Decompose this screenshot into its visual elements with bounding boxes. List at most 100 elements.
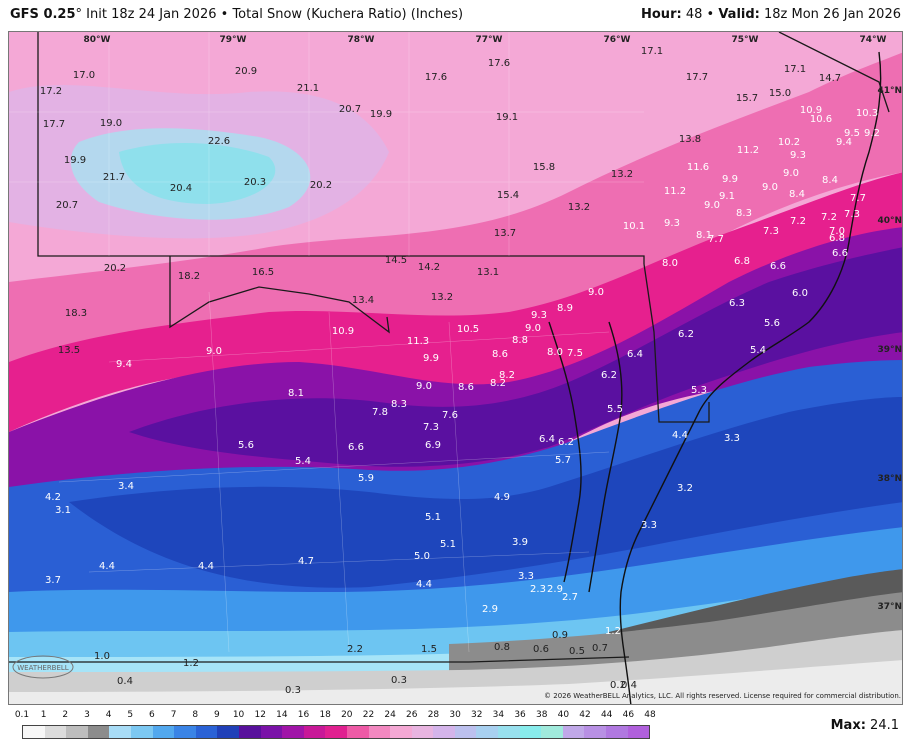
snow-value-label: 9.0 xyxy=(783,168,799,179)
longitude-label: 77°W xyxy=(476,35,503,45)
legend-swatch xyxy=(498,726,520,738)
snow-value-label: 7.7 xyxy=(708,234,724,245)
snow-band-mid-blue xyxy=(9,527,902,654)
snow-value-label: 4.9 xyxy=(494,492,510,503)
snow-value-label: 10.9 xyxy=(332,326,354,337)
legend-swatch xyxy=(87,726,110,738)
longitude-label: 80°W xyxy=(84,35,111,45)
legend-tick-label: 36 xyxy=(514,710,526,720)
snow-value-label: 19.9 xyxy=(64,155,86,166)
snow-value-label: 14.2 xyxy=(418,262,440,273)
snow-value-label: 17.6 xyxy=(488,58,510,69)
chesapeake-west xyxy=(548,321,582,583)
snow-value-label: 0.6 xyxy=(533,644,549,655)
snow-value-label: 0.4 xyxy=(621,680,637,691)
snow-band-deep-blue xyxy=(69,397,902,588)
snow-value-label: 1.2 xyxy=(183,658,199,669)
longitude-label: 78°W xyxy=(348,35,375,45)
snow-value-label: 8.0 xyxy=(547,347,563,358)
wv-md-border xyxy=(169,256,390,334)
snow-value-label: 15.4 xyxy=(497,190,519,201)
snow-value-label: 13.2 xyxy=(611,169,633,180)
legend-tick-label: 32 xyxy=(471,710,483,720)
snow-value-label: 1.2 xyxy=(605,626,621,637)
snow-value-label: 7.3 xyxy=(763,226,779,237)
snow-band-gray xyxy=(449,592,902,674)
legend-swatch xyxy=(346,726,369,738)
legend-color-bar xyxy=(22,725,650,739)
snow-value-label: 9.0 xyxy=(704,200,720,211)
snow-value-label: 3.3 xyxy=(641,520,657,531)
snow-value-label: 10.3 xyxy=(856,108,878,119)
snow-value-label: 2.9 xyxy=(482,604,498,615)
legend-tick-label: 5 xyxy=(127,710,134,720)
legend-tick-label: 4 xyxy=(105,710,112,720)
snow-value-label: 3.1 xyxy=(55,505,71,516)
snow-value-label: 6.8 xyxy=(734,256,750,267)
snow-value-label: 5.0 xyxy=(414,551,430,562)
snow-value-label: 14.5 xyxy=(385,255,407,266)
pennsylvania-border xyxy=(37,32,645,264)
snow-value-label: 7.3 xyxy=(423,422,439,433)
snow-value-label: 9.3 xyxy=(531,310,547,321)
latitude-label: 40°N xyxy=(877,216,902,226)
map-canvas: 80°W 79°W 78°W 77°W 76°W 75°W 74°W 41°N 40°N 39°… xyxy=(9,32,902,704)
snow-value-label: 8.6 xyxy=(492,349,508,360)
snow-value-label: 2.3 xyxy=(530,584,546,595)
snow-value-label: 19.1 xyxy=(496,112,518,123)
snow-value-label: 7.3 xyxy=(844,209,860,220)
snow-value-label: 8.1 xyxy=(288,388,304,399)
snow-value-label: 15.0 xyxy=(769,88,791,99)
snow-value-label: 5.3 xyxy=(691,385,707,396)
snow-value-label: 17.2 xyxy=(40,86,62,97)
snow-value-label: 17.1 xyxy=(641,46,663,57)
legend-swatch xyxy=(195,726,218,738)
legend-swatch xyxy=(584,726,607,738)
snow-value-label: 20.2 xyxy=(310,180,332,191)
snow-value-label: 3.3 xyxy=(724,433,740,444)
snow-value-label: 9.0 xyxy=(416,381,432,392)
legend-tick-label: 8 xyxy=(192,710,199,720)
snow-value-label: 17.6 xyxy=(425,72,447,83)
snow-value-label: 3.7 xyxy=(45,575,61,586)
legend-tick-label: 22 xyxy=(362,710,375,720)
snow-band-pink xyxy=(9,52,902,392)
snow-value-label: 0.4 xyxy=(117,676,133,687)
snow-value-label: 13.5 xyxy=(58,345,80,356)
snow-value-label: 13.7 xyxy=(494,228,516,239)
latitude-label: 39°N xyxy=(877,345,902,355)
legend-swatch xyxy=(562,726,585,738)
legend-tick-label: 9 xyxy=(214,710,220,720)
legend-tick-label: 14 xyxy=(276,710,288,720)
logo-graphic: WEATHERBELL xyxy=(12,655,74,679)
legend-ticks: 0.1 1 2 3 4 5 6 7 8 9 10 12 14 16 18 20 22 24 26 28 30 32 34 36… xyxy=(15,710,662,722)
legend-swatch xyxy=(109,726,131,738)
legend-tick-label: 7 xyxy=(170,710,177,720)
legend-tick-label: 34 xyxy=(492,710,505,720)
legend-swatch xyxy=(325,726,347,738)
legend-swatch xyxy=(303,726,326,738)
snow-value-label: 6.9 xyxy=(425,440,441,451)
snow-value-label: 15.8 xyxy=(533,162,555,173)
snow-value-label: 20.4 xyxy=(170,183,192,194)
snow-value-label: 4.2 xyxy=(45,492,61,503)
legend-tick-label: 2 xyxy=(62,710,69,720)
snow-value-label: 10.9 xyxy=(800,105,822,116)
legend-tick-label: 20 xyxy=(341,710,353,720)
latitude-label: 38°N xyxy=(877,474,902,484)
snow-value-label: 9.4 xyxy=(116,359,132,370)
legend-tick-label: 3 xyxy=(84,710,90,720)
snow-value-label: 7.6 xyxy=(442,410,458,421)
legend-swatch xyxy=(541,726,563,738)
snow-value-label: 5.6 xyxy=(764,318,780,329)
snow-value-label: 8.4 xyxy=(822,175,838,186)
latitude-labels: 41°N 40°N 39°N 38°N 37°N xyxy=(877,86,902,612)
legend-swatch xyxy=(282,726,304,738)
snow-value-label: 20.7 xyxy=(339,104,361,115)
legend-swatch xyxy=(260,726,283,738)
snow-value-label: 6.2 xyxy=(601,370,617,381)
snow-value-label: 4.4 xyxy=(672,430,688,441)
snow-value-label: 0.5 xyxy=(569,646,585,657)
snow-value-label: 9.0 xyxy=(762,182,778,193)
snow-value-label: 0.9 xyxy=(552,630,568,641)
